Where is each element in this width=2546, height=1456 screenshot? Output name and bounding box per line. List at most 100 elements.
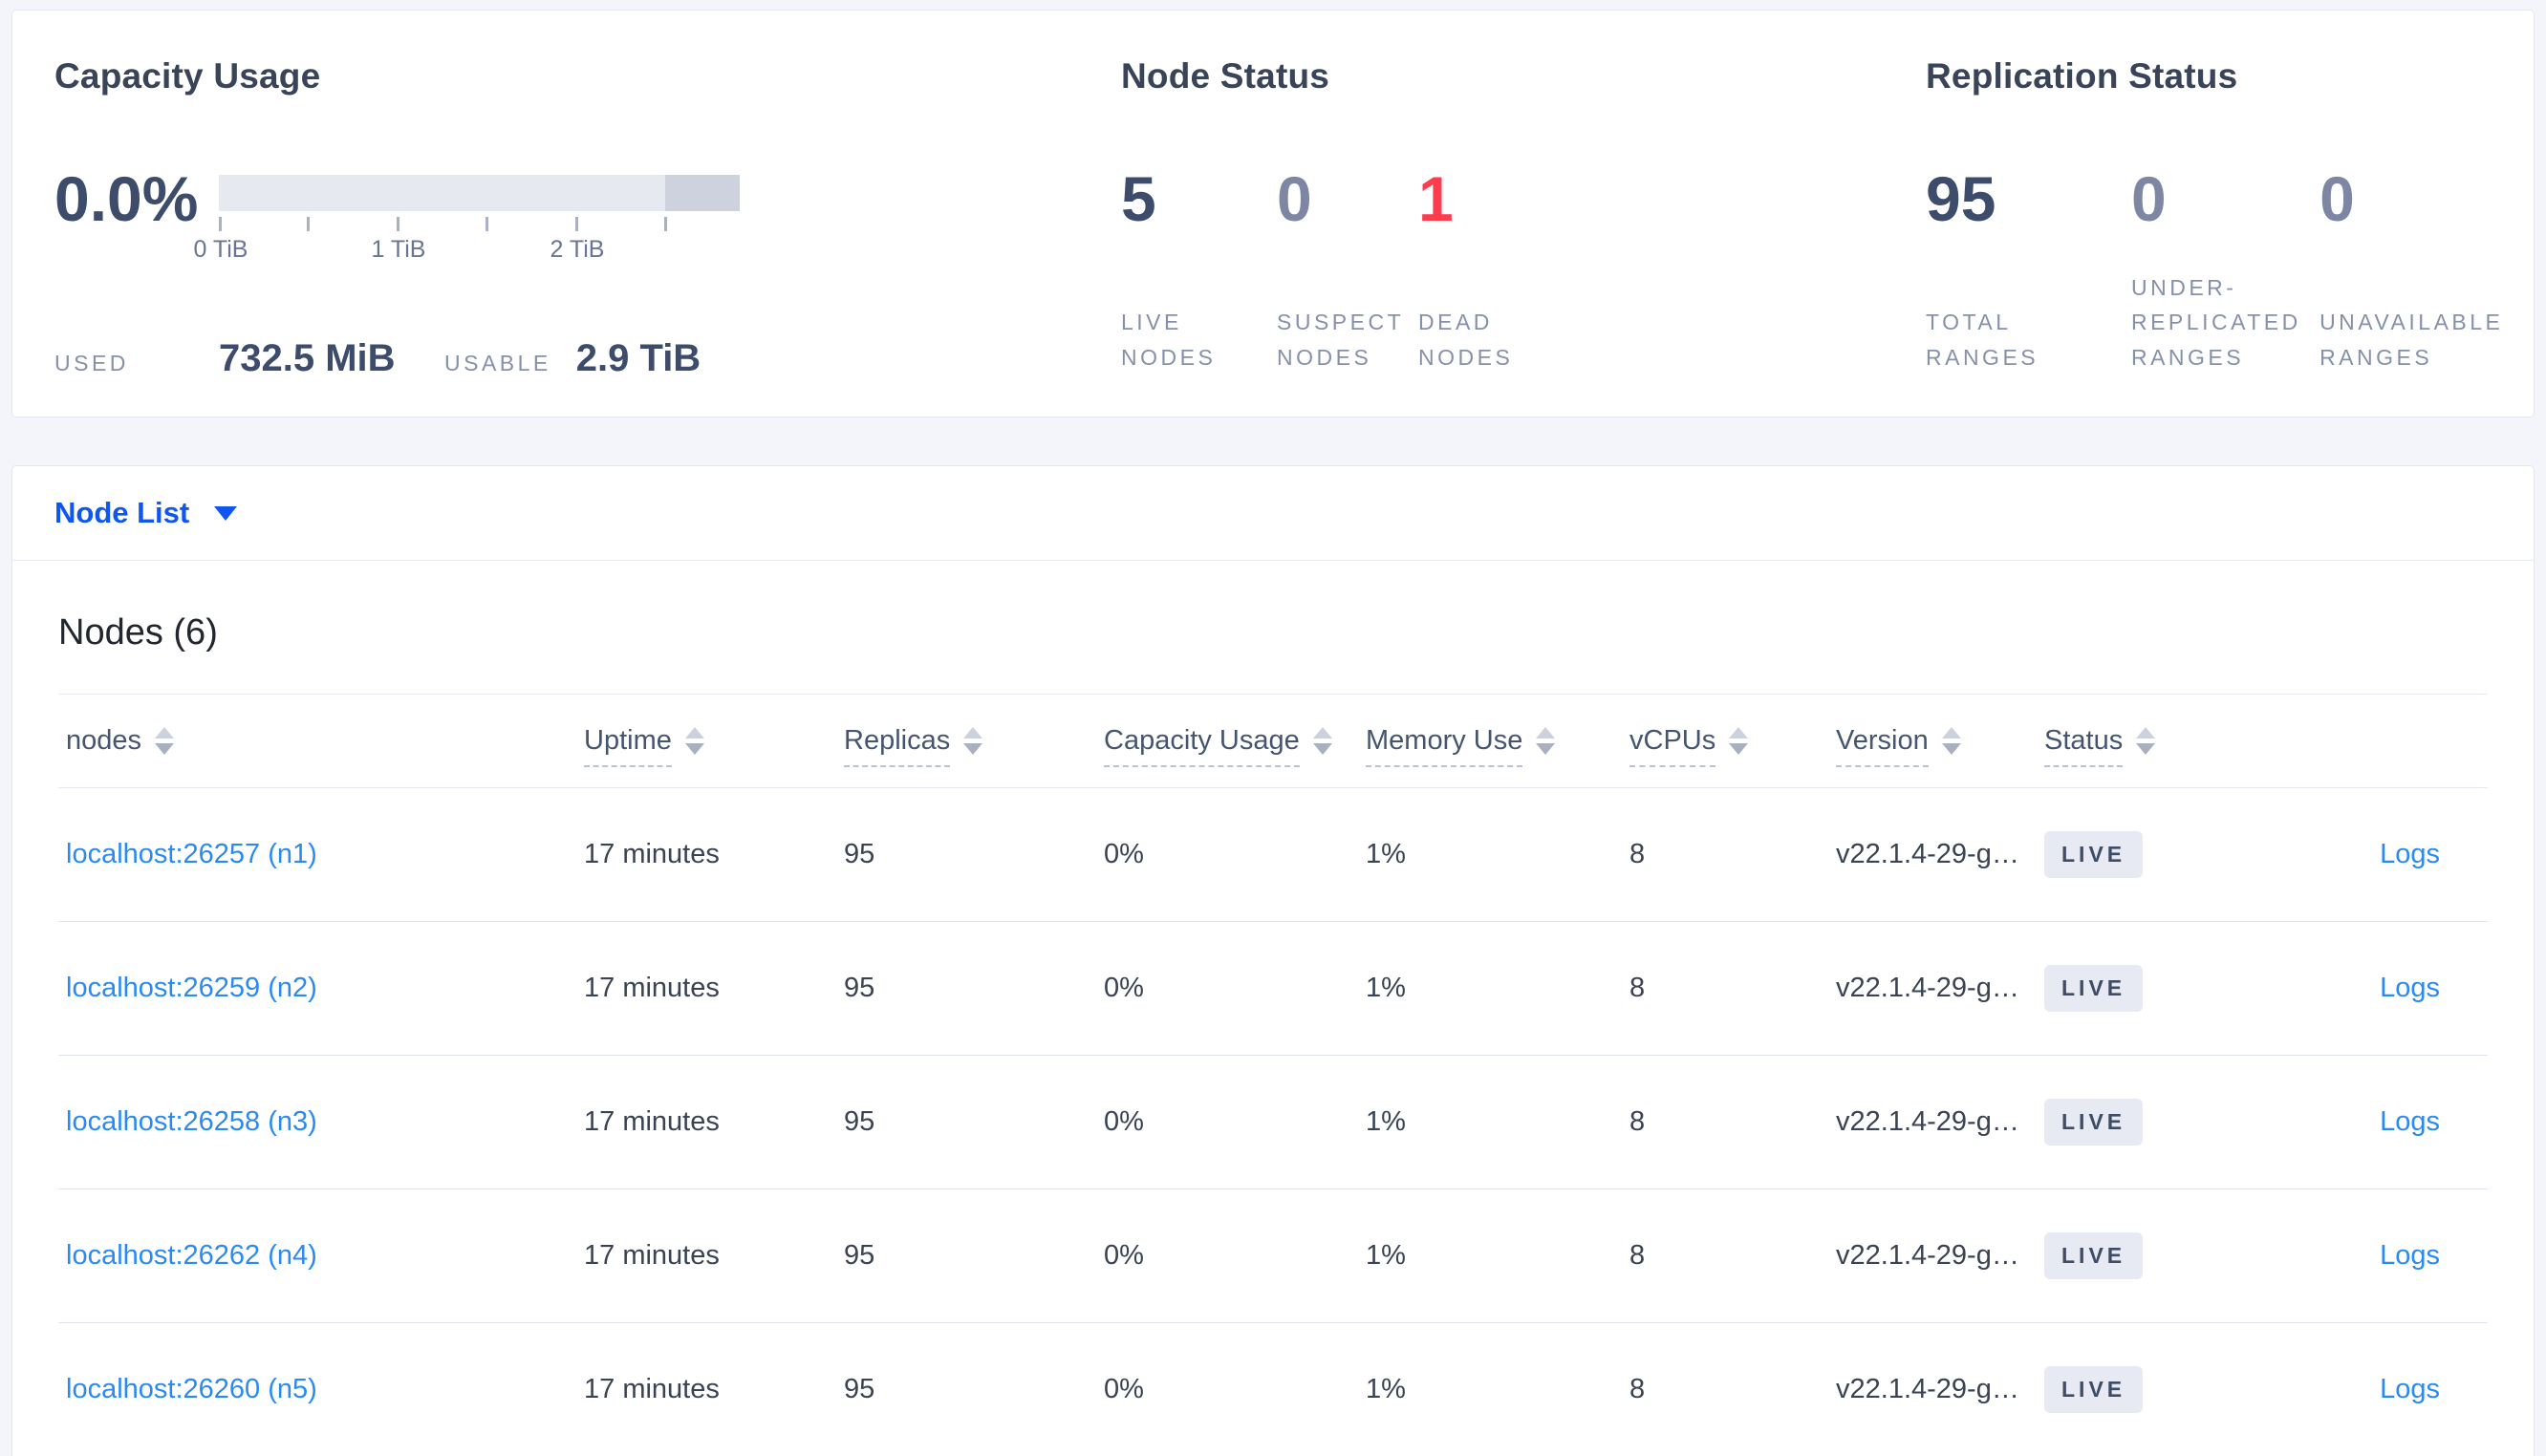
node-status-panel: Node Status 5 LIVE NODES 0 SUSPECT NODES… [1121, 56, 1926, 417]
node-link[interactable]: localhost:26259 (n2) [66, 973, 317, 1003]
version-cell: v22.1.4-29-g… [1836, 1106, 2019, 1137]
used-label: USED [54, 351, 129, 375]
column-header-uptime[interactable]: Uptime [584, 725, 844, 767]
total-ranges-label: TOTAL RANGES [1926, 310, 2039, 371]
usable-value: 2.9 TiB [575, 337, 701, 379]
node-list-dropdown[interactable]: Node List [12, 466, 2534, 560]
node-link[interactable]: localhost:26260 (n5) [66, 1374, 317, 1404]
logs-link[interactable]: Logs [2380, 839, 2440, 869]
column-header-capacity-usage[interactable]: Capacity Usage [1104, 725, 1366, 767]
capacity-cell: 0% [1104, 839, 1144, 869]
replicas-cell: 95 [844, 1374, 875, 1404]
sort-icon[interactable] [1729, 727, 1749, 755]
vcpus-cell: 8 [1629, 1374, 1646, 1404]
usable-label: USABLE [444, 351, 551, 375]
node-link[interactable]: localhost:26262 (n4) [66, 1240, 317, 1271]
used-value: 732.5 MiB [219, 337, 396, 379]
unavailable-ranges-label: UNAVAILABLE RANGES [2319, 310, 2504, 371]
replicas-cell: 95 [844, 839, 875, 869]
axis-tick [485, 217, 488, 231]
sort-icon[interactable] [1312, 727, 1332, 755]
column-header-label: Replicas [844, 725, 951, 767]
axis-tick-label: 0 TiB [193, 236, 248, 263]
node-status-title: Node Status [1121, 56, 1330, 96]
version-cell: v22.1.4-29-g… [1836, 973, 2019, 1003]
divider [12, 560, 2534, 561]
axis-tick-label: 2 TiB [550, 236, 605, 263]
dead-nodes-value: 1 [1418, 163, 1454, 234]
node-status-stats: 5 LIVE NODES 0 SUSPECT NODES 1 DEAD NODE… [1121, 167, 1926, 375]
table-header-row: nodes Uptime Replicas Capacity Usage [58, 695, 2488, 788]
uptime-cell: 17 minutes [584, 839, 720, 869]
memory-cell: 1% [1366, 839, 1406, 869]
replicas-cell: 95 [844, 973, 875, 1003]
status-badge: LIVE [2044, 831, 2144, 878]
total-ranges-stat: 95 TOTAL RANGES [1926, 167, 2131, 375]
table-row: localhost:26259 (n2) 17 minutes 95 0% 1%… [58, 922, 2488, 1056]
under-replicated-label: UNDER-REPLICATED RANGES [2130, 274, 2301, 371]
logs-link[interactable]: Logs [2380, 973, 2440, 1003]
status-badge: LIVE [2044, 1366, 2144, 1413]
capacity-usage-panel: Capacity Usage 0.0% 0 TiB 1 TiB 2 TiB [54, 56, 1121, 417]
table-row: localhost:26258 (n3) 17 minutes 95 0% 1%… [58, 1056, 2488, 1189]
logs-link[interactable]: Logs [2380, 1106, 2440, 1137]
under-replicated-value: 0 [2130, 163, 2167, 234]
cluster-summary-card: Capacity Usage 0.0% 0 TiB 1 TiB 2 TiB [11, 10, 2535, 418]
capacity-cell: 0% [1104, 973, 1144, 1003]
column-header-status[interactable]: Status [2044, 725, 2235, 767]
uptime-cell: 17 minutes [584, 1374, 720, 1404]
status-badge: LIVE [2044, 965, 2144, 1012]
status-badge: LIVE [2044, 1099, 2144, 1146]
node-link[interactable]: localhost:26258 (n3) [66, 1106, 317, 1137]
logs-link[interactable]: Logs [2380, 1240, 2440, 1271]
vcpus-cell: 8 [1629, 1240, 1646, 1271]
replicas-cell: 95 [844, 1240, 875, 1271]
column-header-label: vCPUs [1629, 725, 1716, 767]
table-row: localhost:26262 (n4) 17 minutes 95 0% 1%… [58, 1189, 2488, 1323]
axis-tick-label: 1 TiB [371, 236, 426, 263]
node-list-dropdown-label: Node List [54, 496, 190, 529]
uptime-cell: 17 minutes [584, 1106, 720, 1137]
version-cell: v22.1.4-29-g… [1836, 1374, 2019, 1404]
memory-cell: 1% [1366, 1240, 1406, 1271]
uptime-cell: 17 minutes [584, 973, 720, 1003]
capacity-cell: 0% [1104, 1374, 1144, 1404]
column-header-label: Memory Use [1366, 725, 1523, 767]
sort-icon[interactable] [155, 727, 175, 755]
column-header-memory-use[interactable]: Memory Use [1366, 725, 1629, 767]
column-header-label: Uptime [584, 725, 672, 767]
logs-link[interactable]: Logs [2380, 1374, 2440, 1404]
axis-tick [307, 217, 310, 231]
column-header-nodes[interactable]: nodes [58, 725, 584, 757]
dead-nodes-label: DEAD NODES [1418, 310, 1514, 371]
uptime-cell: 17 minutes [584, 1240, 720, 1271]
column-header-version[interactable]: Version [1836, 725, 2044, 767]
capacity-cell: 0% [1104, 1240, 1144, 1271]
sort-icon[interactable] [2136, 727, 2156, 755]
axis-tick [575, 217, 578, 231]
vcpus-cell: 8 [1629, 973, 1646, 1003]
column-header-vcpus[interactable]: vCPUs [1629, 725, 1836, 767]
memory-cell: 1% [1366, 973, 1406, 1003]
sort-icon[interactable] [1941, 727, 1961, 755]
nodes-table: nodes Uptime Replicas Capacity Usage [58, 694, 2488, 1456]
sort-icon[interactable] [963, 727, 983, 755]
column-header-replicas[interactable]: Replicas [844, 725, 1104, 767]
suspect-nodes-stat: 0 SUSPECT NODES [1277, 167, 1418, 375]
sort-icon[interactable] [1536, 727, 1556, 755]
sort-icon[interactable] [684, 727, 704, 755]
replication-stats: 95 TOTAL RANGES 0 UNDER-REPLICATED RANGE… [1926, 167, 2534, 375]
live-nodes-stat: 5 LIVE NODES [1121, 167, 1277, 375]
suspect-nodes-value: 0 [1277, 163, 1312, 234]
unavailable-ranges-value: 0 [2319, 163, 2355, 234]
vcpus-cell: 8 [1629, 839, 1646, 869]
capacity-bar [219, 175, 740, 211]
replication-status-panel: Replication Status 95 TOTAL RANGES 0 UND… [1926, 56, 2534, 417]
version-cell: v22.1.4-29-g… [1836, 839, 2019, 869]
total-ranges-value: 95 [1926, 163, 1996, 234]
axis-tick [397, 217, 399, 231]
dead-nodes-stat: 1 DEAD NODES [1418, 167, 1562, 375]
node-link[interactable]: localhost:26257 (n1) [66, 839, 317, 869]
under-replicated-stat: 0 UNDER-REPLICATED RANGES [2131, 167, 2319, 375]
